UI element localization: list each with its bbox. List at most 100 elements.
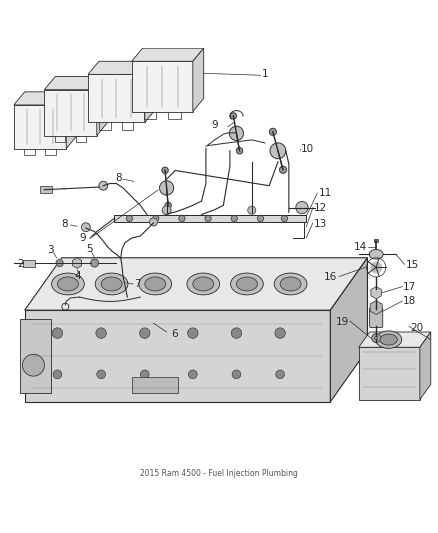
- Circle shape: [53, 370, 62, 379]
- Polygon shape: [88, 61, 155, 75]
- Text: 8: 8: [62, 219, 68, 229]
- Ellipse shape: [274, 273, 307, 295]
- Text: 10: 10: [301, 144, 314, 155]
- Text: 6: 6: [171, 329, 177, 339]
- Polygon shape: [330, 258, 367, 402]
- Circle shape: [276, 370, 285, 379]
- Ellipse shape: [139, 273, 172, 295]
- Polygon shape: [132, 61, 193, 111]
- Circle shape: [99, 181, 108, 190]
- Circle shape: [237, 148, 243, 154]
- Text: 19: 19: [336, 317, 349, 327]
- Ellipse shape: [280, 277, 301, 291]
- Text: 4: 4: [74, 271, 81, 281]
- Polygon shape: [20, 319, 51, 393]
- Polygon shape: [44, 77, 108, 90]
- Circle shape: [152, 215, 159, 222]
- Text: 9: 9: [211, 119, 218, 130]
- Circle shape: [258, 215, 264, 222]
- Text: 9: 9: [79, 233, 86, 243]
- Circle shape: [188, 370, 197, 379]
- Circle shape: [159, 181, 174, 195]
- Ellipse shape: [237, 277, 258, 291]
- Ellipse shape: [380, 334, 397, 345]
- Circle shape: [91, 259, 99, 267]
- Circle shape: [22, 354, 44, 376]
- Text: 8: 8: [115, 173, 122, 183]
- Circle shape: [141, 370, 149, 379]
- Bar: [114, 215, 306, 222]
- Circle shape: [279, 166, 286, 173]
- Ellipse shape: [369, 249, 383, 259]
- Circle shape: [52, 328, 63, 338]
- Text: 3: 3: [48, 245, 54, 255]
- Polygon shape: [25, 258, 367, 310]
- Polygon shape: [359, 348, 420, 400]
- Circle shape: [165, 203, 171, 208]
- Polygon shape: [359, 332, 431, 348]
- Circle shape: [269, 128, 276, 135]
- Circle shape: [248, 206, 256, 214]
- Circle shape: [81, 223, 90, 231]
- Text: 16: 16: [324, 272, 337, 282]
- Ellipse shape: [145, 277, 166, 291]
- Circle shape: [162, 167, 168, 173]
- FancyBboxPatch shape: [370, 308, 383, 328]
- Polygon shape: [420, 332, 431, 400]
- Text: 2: 2: [17, 259, 23, 269]
- Text: 15: 15: [406, 260, 419, 270]
- Circle shape: [282, 215, 288, 222]
- Bar: [22, 260, 35, 266]
- Bar: [374, 239, 378, 243]
- Bar: [40, 185, 52, 193]
- Text: 17: 17: [403, 282, 417, 292]
- Polygon shape: [132, 48, 204, 61]
- Ellipse shape: [193, 277, 214, 291]
- Circle shape: [296, 201, 308, 214]
- Circle shape: [205, 215, 211, 222]
- Circle shape: [232, 370, 241, 379]
- Ellipse shape: [95, 273, 128, 295]
- Text: 2015 Ram 4500 - Fuel Injection Plumbing: 2015 Ram 4500 - Fuel Injection Plumbing: [140, 470, 298, 479]
- Text: 11: 11: [318, 188, 332, 198]
- Polygon shape: [97, 77, 108, 135]
- Ellipse shape: [57, 277, 78, 291]
- Circle shape: [275, 328, 286, 338]
- Circle shape: [231, 215, 237, 222]
- Circle shape: [187, 328, 198, 338]
- Circle shape: [96, 328, 106, 338]
- Circle shape: [231, 328, 242, 338]
- Polygon shape: [14, 105, 66, 149]
- Text: 13: 13: [314, 219, 328, 229]
- Polygon shape: [14, 92, 77, 105]
- Polygon shape: [145, 61, 155, 123]
- Ellipse shape: [375, 331, 402, 349]
- Circle shape: [230, 126, 244, 140]
- Circle shape: [162, 206, 171, 215]
- Text: 20: 20: [410, 322, 423, 333]
- Polygon shape: [25, 310, 330, 402]
- Circle shape: [56, 260, 63, 266]
- Text: 1: 1: [262, 69, 268, 79]
- Text: 5: 5: [86, 245, 93, 254]
- Circle shape: [230, 113, 237, 119]
- Circle shape: [270, 143, 286, 159]
- Circle shape: [372, 334, 381, 343]
- Polygon shape: [44, 90, 97, 135]
- Circle shape: [97, 370, 106, 379]
- Text: 7: 7: [134, 279, 141, 289]
- Circle shape: [371, 262, 381, 272]
- Ellipse shape: [52, 273, 84, 295]
- Circle shape: [179, 215, 185, 222]
- Circle shape: [140, 328, 150, 338]
- Text: 12: 12: [314, 204, 328, 213]
- Circle shape: [127, 215, 133, 222]
- Polygon shape: [66, 92, 77, 149]
- Polygon shape: [88, 75, 145, 123]
- Text: 18: 18: [403, 296, 417, 306]
- Text: 14: 14: [354, 242, 367, 252]
- Ellipse shape: [230, 273, 263, 295]
- Circle shape: [150, 218, 157, 226]
- Ellipse shape: [187, 273, 219, 295]
- Polygon shape: [193, 48, 204, 111]
